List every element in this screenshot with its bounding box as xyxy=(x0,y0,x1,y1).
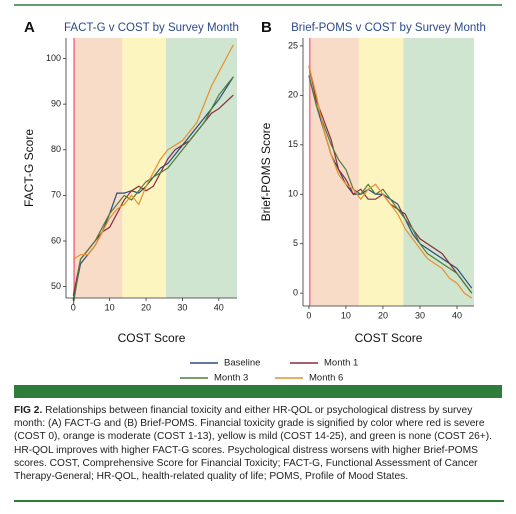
x-tick-label: 20 xyxy=(141,302,151,312)
y-tick-label: 20 xyxy=(288,90,298,100)
grade-region xyxy=(308,38,311,306)
x-tick-label: 20 xyxy=(378,310,388,320)
legend-label: Baseline xyxy=(224,358,260,369)
x-tick-label: 0 xyxy=(71,302,76,312)
y-tick-label: 10 xyxy=(288,189,298,199)
caption-label: FIG 2. xyxy=(14,405,43,416)
y-tick-label: 0 xyxy=(293,288,298,298)
caption: FIG 2. Relationships between financial t… xyxy=(14,404,504,483)
y-tick-label: 60 xyxy=(51,235,61,245)
x-tick-label: 30 xyxy=(177,302,187,312)
y-tick-label: 100 xyxy=(46,53,61,63)
caption-text: Relationships between financial toxicity… xyxy=(14,405,492,483)
legend-label: Month 1 xyxy=(324,358,358,369)
x-tick-label: 10 xyxy=(341,310,351,320)
y-axis-title: FACT-G Score xyxy=(22,129,36,207)
series-line xyxy=(308,65,473,299)
y-axis-title: Brief-POMS Score xyxy=(259,122,273,221)
panel-letter: B xyxy=(261,19,272,36)
y-tick-label: 25 xyxy=(288,40,298,50)
grade-region xyxy=(122,38,167,298)
y-tick-label: 80 xyxy=(51,144,61,154)
y-tick-label: 50 xyxy=(51,281,61,291)
series-line xyxy=(72,76,234,305)
x-tick-label: 10 xyxy=(105,302,115,312)
grade-region xyxy=(358,38,404,306)
chart-title: FACT-G v COST by Survey Month xyxy=(64,22,239,34)
grade-region xyxy=(75,38,123,298)
chart-title: Brief-POMS v COST by Survey Month xyxy=(291,22,486,34)
x-tick-label: 30 xyxy=(415,310,425,320)
series-line xyxy=(72,44,234,260)
series-line xyxy=(308,75,473,294)
panel-letter: A xyxy=(24,19,35,36)
y-tick-label: 5 xyxy=(293,238,298,248)
x-tick-label: 0 xyxy=(306,310,311,320)
y-tick-label: 15 xyxy=(288,139,298,149)
y-tick-label: 70 xyxy=(51,190,61,200)
x-tick-label: 40 xyxy=(452,310,462,320)
x-tick-label: 40 xyxy=(214,302,224,312)
grade-region xyxy=(73,38,76,298)
y-tick-label: 90 xyxy=(51,99,61,109)
bottom-rule xyxy=(14,500,504,502)
legend-label: Month 6 xyxy=(309,373,343,384)
x-axis-title: COST Score xyxy=(355,331,423,345)
figure-band xyxy=(14,385,502,398)
grade-region xyxy=(166,38,237,298)
legend-label: Month 3 xyxy=(214,373,248,384)
series-line xyxy=(72,94,234,296)
x-axis-title: COST Score xyxy=(118,331,186,345)
grade-region xyxy=(310,38,359,306)
